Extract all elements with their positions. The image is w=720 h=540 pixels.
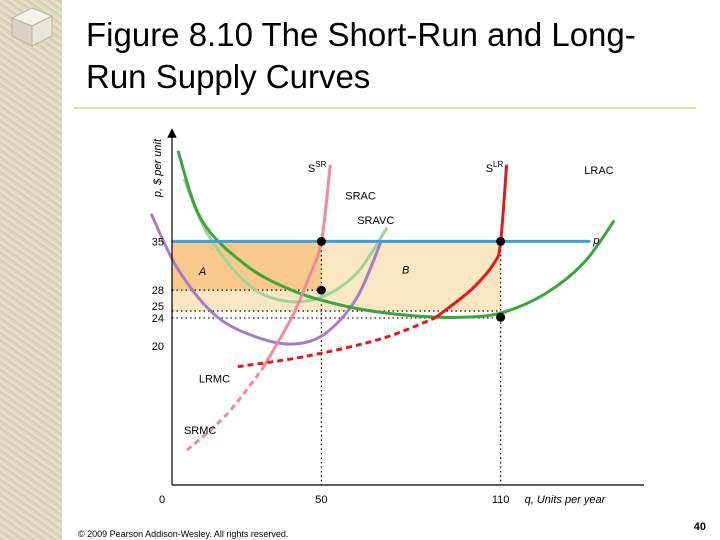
slide-title: Figure 8.10 The Short-Run and Long-Run S… xyxy=(86,16,636,95)
srmc-label: SRMC xyxy=(184,425,216,437)
slr-label: SLR xyxy=(486,160,504,175)
srac-label: SRAC xyxy=(345,191,376,203)
title-divider xyxy=(74,107,696,109)
lrmc-label: LRMC xyxy=(199,374,230,386)
lrmc-curve-dashed xyxy=(237,316,436,369)
price-label: p xyxy=(592,235,599,247)
page-number: 40 xyxy=(693,521,706,533)
region-b-label: B xyxy=(402,264,409,276)
x-tick-label-50: 50 xyxy=(315,494,327,506)
srmc-curve-dashed xyxy=(185,369,263,452)
region-a-label: A xyxy=(198,266,206,278)
sravc-curve xyxy=(149,212,383,346)
equilibrium-point-1 xyxy=(316,236,326,246)
equilibrium-point-3 xyxy=(496,236,506,246)
glass-cube-icon xyxy=(10,7,54,47)
decorative-sidebar xyxy=(0,0,62,540)
copyright-notice: © 2009 Pearson Addison-Wesley. All right… xyxy=(78,529,289,539)
equilibrium-point-2 xyxy=(316,285,326,295)
equilibrium-point-4 xyxy=(496,312,506,322)
srac-curve xyxy=(182,178,389,304)
y-axis-label: p, $ per unit xyxy=(152,138,164,198)
y-tick-label-20: 20 xyxy=(152,341,164,353)
lrac-curve xyxy=(176,150,616,320)
region-b xyxy=(321,241,501,311)
slr-curve xyxy=(433,164,509,320)
y-tick-label-28: 28 xyxy=(152,285,164,297)
x-tick-label-110: 110 xyxy=(492,494,510,506)
ssr-label: SSR xyxy=(308,160,327,175)
ssr-curve xyxy=(260,164,332,371)
sravc-label: SRAVC xyxy=(357,215,394,227)
origin-label: 0 xyxy=(159,494,165,506)
y-tick-label-35: 35 xyxy=(152,236,164,248)
lrac-label: LRAC xyxy=(584,165,613,177)
x-axis-label: q, Units per year xyxy=(525,494,607,506)
y-tick-label-24: 24 xyxy=(152,313,164,325)
y-tick-label-25: 25 xyxy=(152,301,164,313)
region-b-lower xyxy=(172,290,322,311)
